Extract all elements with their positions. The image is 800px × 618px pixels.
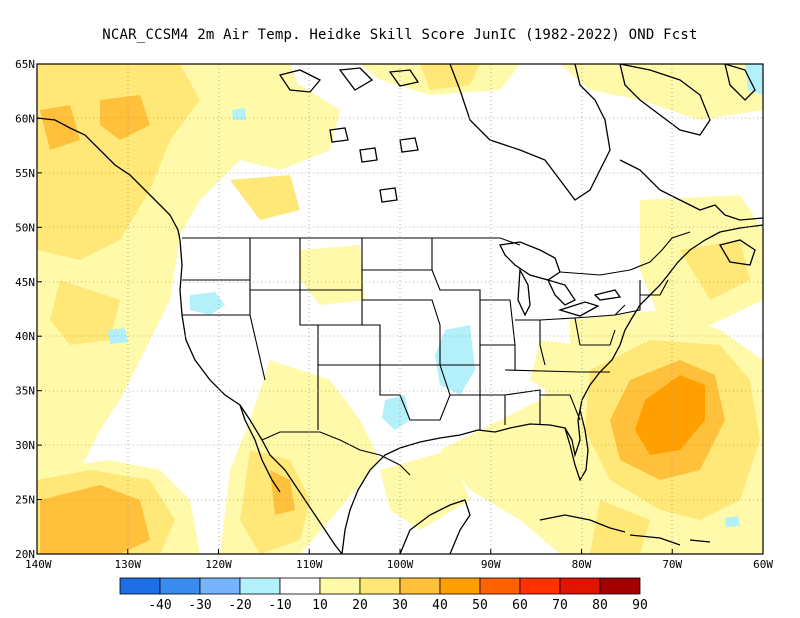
caribbean-islands (539, 514, 711, 546)
arctic-island (724, 64, 756, 101)
arctic-island (278, 69, 322, 93)
colorbar-swatch (439, 577, 481, 595)
colorbar-label: 80 (592, 598, 608, 613)
colorbar-swatch (239, 577, 281, 595)
colorbar-swatch (519, 577, 561, 595)
coastlines-borders (37, 64, 763, 554)
lake-erie (557, 301, 600, 317)
lat-label: 35N (15, 385, 35, 398)
colorbar-label: 10 (312, 598, 328, 613)
colorbar-swatch (559, 577, 601, 595)
colorbar-label: 50 (472, 598, 488, 613)
colorbar-swatch (479, 577, 521, 595)
florida-coast (564, 409, 589, 482)
colorbar: -40 -30 -20 -10 10 20 30 40 50 60 70 80 90 (119, 577, 648, 613)
lon-label: 120W (205, 558, 232, 571)
us-canada-border (182, 237, 521, 246)
colorbar-label: -20 (228, 598, 251, 613)
colorbar-label: 40 (432, 598, 448, 613)
shading-neg10-neg20 (108, 64, 763, 527)
baffin-island (619, 64, 711, 136)
lat-label: 55N (15, 167, 35, 180)
colorbar-label: -30 (188, 598, 211, 613)
colorbar-label: 30 (392, 598, 408, 613)
colorbar-label: -40 (148, 598, 171, 613)
colorbar-swatch (279, 577, 321, 595)
lake-huron (546, 278, 576, 306)
lon-label: 90W (481, 558, 501, 571)
newfoundland (718, 239, 756, 266)
colorbar-swatch (199, 577, 241, 595)
lon-label: 60W (753, 558, 773, 571)
lake-ontario (593, 289, 622, 301)
colorbar-swatch (159, 577, 201, 595)
lon-label: 100W (387, 558, 414, 571)
lat-label: 50N (15, 221, 35, 234)
colorbar-label: 60 (512, 598, 528, 613)
skill-shading (37, 64, 763, 554)
lon-label: 110W (296, 558, 323, 571)
arctic-island (338, 67, 374, 91)
us-canada-border-east (559, 231, 691, 276)
lat-label: 60N (15, 112, 35, 125)
latitude-labels: 20N 25N 30N 35N 40N 45N 50N 55N 60N 65N (15, 58, 35, 561)
longitude-labels: 140W 130W 120W 110W 100W 90W 80W 70W 60W (25, 558, 773, 571)
arctic-island (388, 69, 420, 87)
canada-lakes (329, 127, 419, 203)
lat-label: 25N (15, 494, 35, 507)
lat-label: 65N (15, 58, 35, 71)
baja-coast (239, 404, 281, 493)
gulf-coast (341, 419, 581, 554)
lake-superior (499, 241, 561, 281)
pacific-northwest-coast (37, 117, 181, 241)
colorbar-swatch (599, 577, 641, 595)
lon-label: 130W (115, 558, 142, 571)
shading-40-50 (635, 375, 705, 455)
lat-label: 45N (15, 276, 35, 289)
colorbar-label: 20 (352, 598, 368, 613)
colorbar-swatch (319, 577, 361, 595)
colorbar-swatch (119, 577, 161, 595)
political-borders (182, 231, 691, 476)
lat-label: 30N (15, 439, 35, 452)
yucatan-coast (399, 499, 471, 554)
lon-label: 70W (662, 558, 682, 571)
colorbar-label: 90 (632, 598, 648, 613)
lat-label: 40N (15, 330, 35, 343)
state-borders (182, 238, 669, 430)
labrador-coast (619, 159, 763, 221)
colorbar-swatch (399, 577, 441, 595)
axis-ticks (36, 63, 764, 555)
lake-michigan (517, 267, 531, 317)
lon-label: 80W (572, 558, 592, 571)
lat-label: 20N (15, 548, 35, 561)
colorbar-swatch (359, 577, 401, 595)
colorbar-label: -10 (268, 598, 291, 613)
colorbar-label: 70 (552, 598, 568, 613)
map-title: NCAR_CCSM4 2m Air Temp. Heidke Skill Sco… (102, 27, 698, 43)
east-coast (577, 224, 763, 421)
hudson-bay (449, 64, 611, 201)
lon-label: 140W (25, 558, 52, 571)
graticule (37, 64, 763, 554)
